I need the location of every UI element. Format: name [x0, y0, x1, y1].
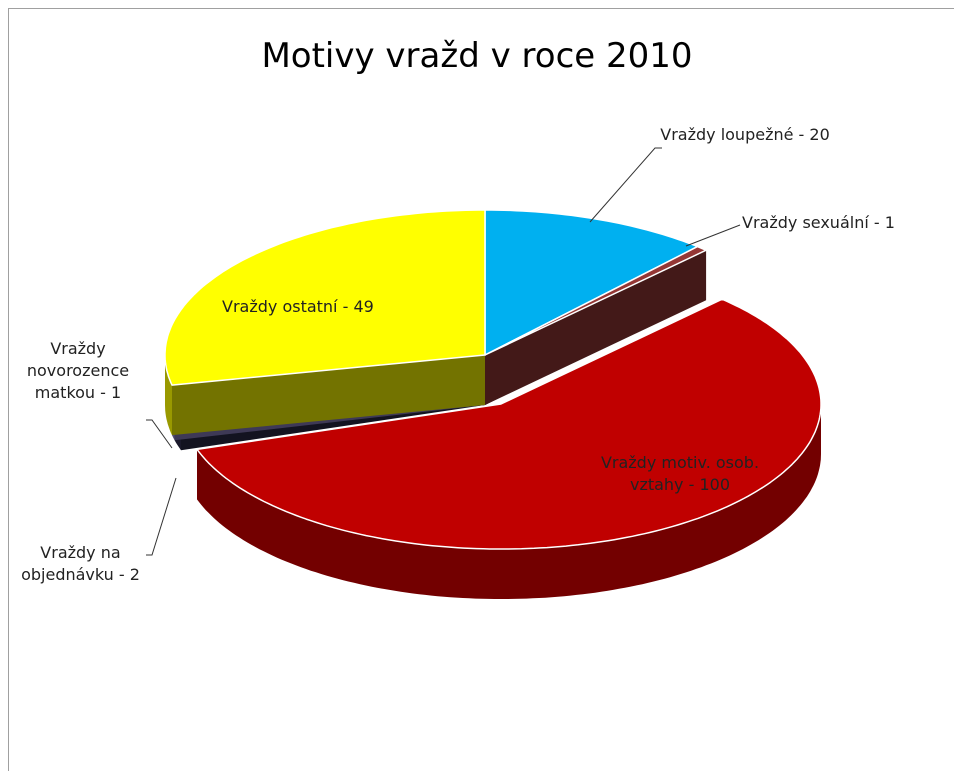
slice — [164, 209, 486, 386]
data-label: Vraždy sexuální - 1 — [742, 213, 895, 232]
slice-wall — [485, 250, 707, 405]
data-label: Vraždy loupežné - 20 — [660, 125, 830, 144]
slice-side — [197, 404, 821, 599]
chart-frame — [8, 8, 954, 771]
leader-line — [685, 224, 741, 247]
pie — [164, 209, 822, 599]
data-label: Vraždy motiv. osob. vztahy - 100 — [600, 453, 760, 494]
chart-title: Motivy vražd v roce 2010 — [261, 36, 693, 76]
data-label: Vraždy ostatní - 49 — [222, 297, 374, 316]
slice-wall — [172, 355, 485, 436]
leader-line — [146, 419, 173, 449]
data-label: Vraždy novorozence matkou - 1 — [26, 339, 130, 402]
leader-line — [146, 477, 177, 556]
leader-lines — [146, 147, 741, 556]
data-label: Vraždy na objednávku - 2 — [21, 543, 140, 584]
slice — [484, 209, 699, 356]
slice-side — [165, 355, 172, 436]
leader-line — [589, 147, 662, 223]
slice — [196, 298, 822, 550]
slice — [484, 245, 707, 356]
